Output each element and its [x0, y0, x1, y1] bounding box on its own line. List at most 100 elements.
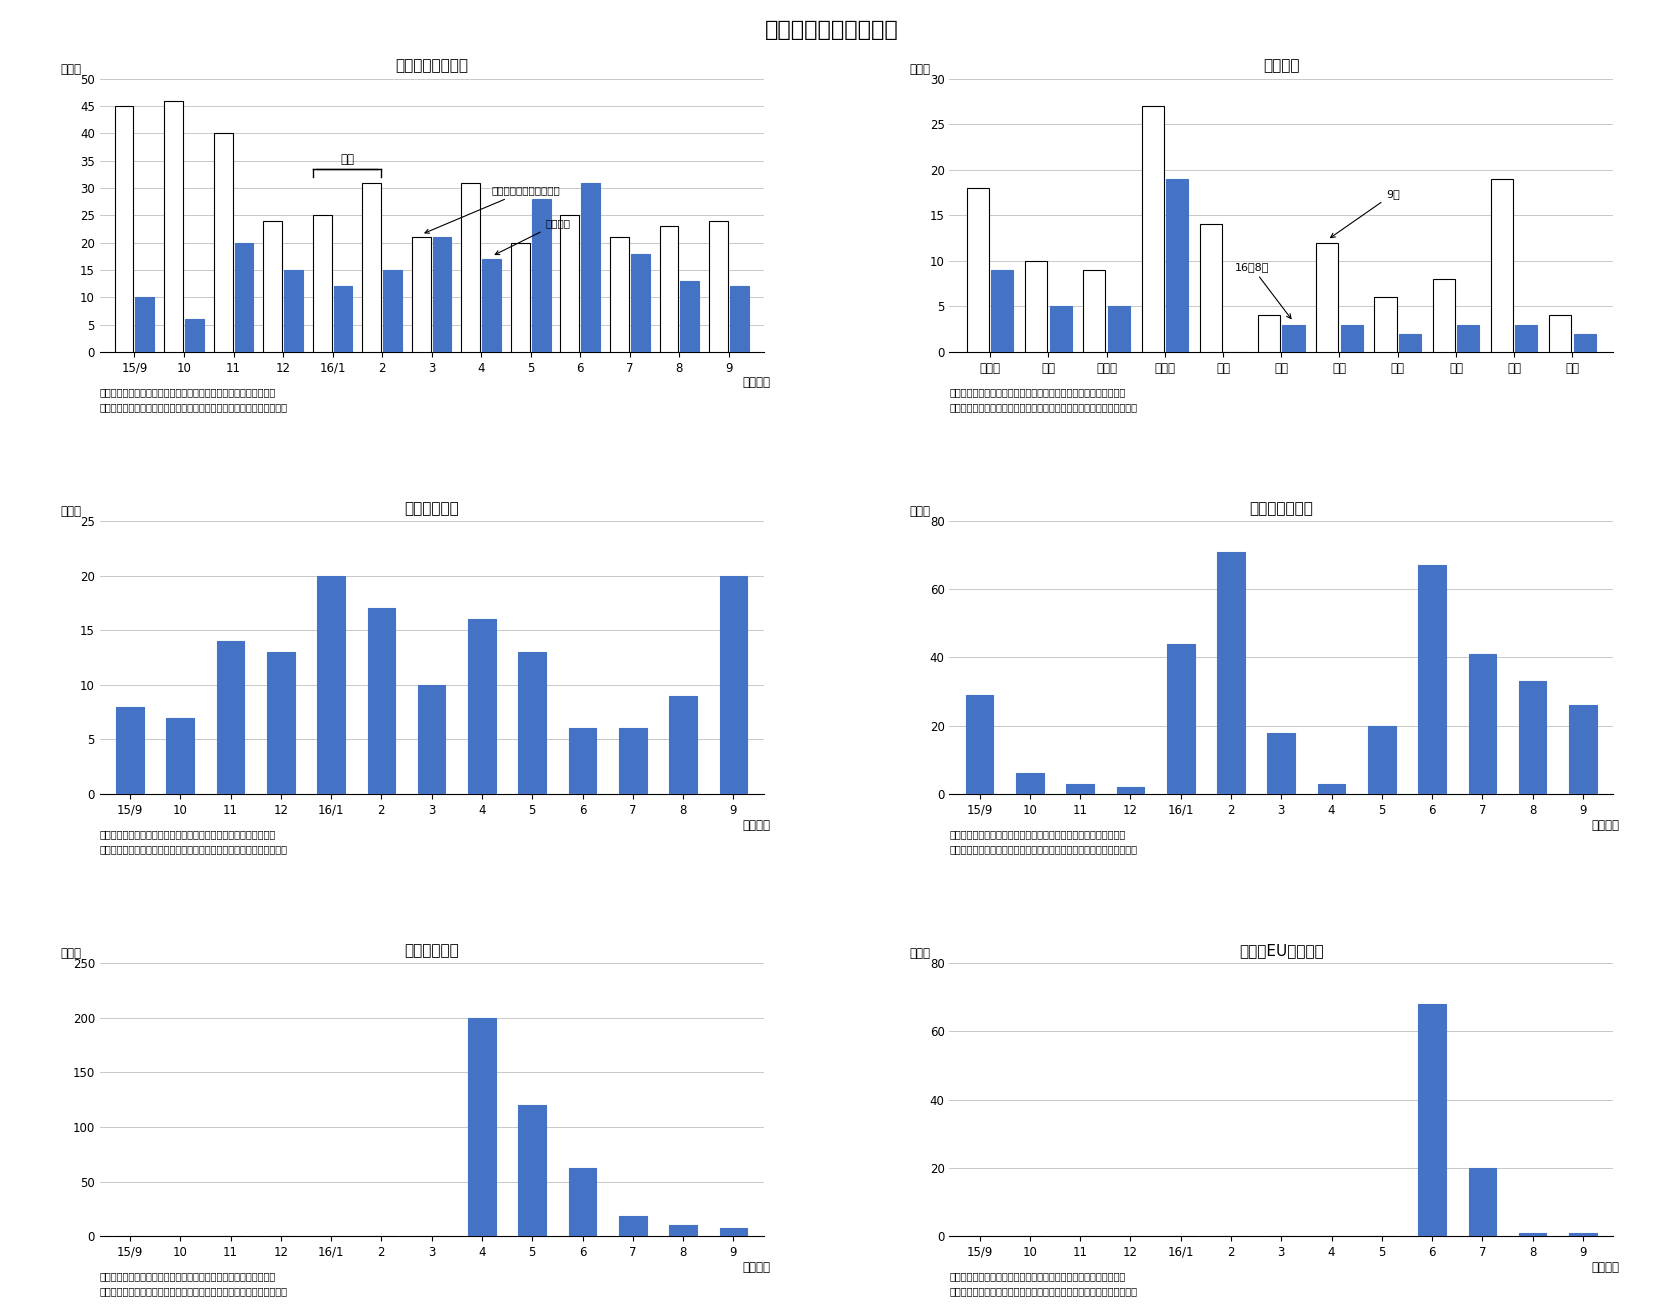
Bar — [1315, 243, 1339, 352]
Bar — [363, 183, 381, 352]
Bar — [966, 188, 989, 352]
Text: （月次）: （月次） — [1591, 818, 1620, 831]
Text: （資料）内閣府「景気ウォッチャー調査」よりニッセイ基礎研究所: （資料）内閣府「景気ウォッチャー調査」よりニッセイ基礎研究所 — [100, 388, 276, 397]
Bar — [680, 281, 698, 352]
Bar — [1399, 334, 1420, 352]
Text: （資料）内閣府「景気ウォッチャー調査」よりニッセイ基礎研究所: （資料）内閣府「景気ウォッチャー調査」よりニッセイ基礎研究所 — [950, 830, 1126, 839]
Bar — [1457, 325, 1478, 352]
Text: （注）「景気の現状に対する判断理由等」に掛載されているコメント数: （注）「景気の現状に対する判断理由等」に掛載されているコメント数 — [100, 844, 288, 855]
Bar — [313, 216, 331, 352]
Bar — [569, 1169, 597, 1236]
Bar — [1548, 316, 1572, 352]
Bar — [115, 107, 133, 352]
Bar — [1217, 552, 1246, 794]
Bar — [432, 237, 451, 352]
Bar — [519, 1105, 545, 1236]
Text: （資料）内閣府「景気ウォッチャー調査」よりニッセイ基礎研究所: （資料）内閣府「景気ウォッチャー調査」よりニッセイ基礎研究所 — [950, 388, 1126, 397]
Bar — [268, 652, 294, 794]
Text: 春節: 春節 — [339, 154, 354, 166]
Text: （月次）: （月次） — [742, 1261, 770, 1274]
Bar — [1573, 334, 1595, 352]
Bar — [417, 685, 446, 794]
Bar — [610, 237, 629, 352]
Bar — [1468, 1168, 1497, 1236]
Bar — [660, 226, 679, 352]
Bar — [284, 270, 303, 352]
Bar — [560, 216, 579, 352]
Bar — [165, 101, 183, 352]
Bar — [234, 243, 253, 352]
Bar — [1141, 107, 1164, 352]
Bar — [669, 1226, 697, 1236]
Bar — [1267, 732, 1295, 794]
Title: 物価下落関連: 物価下落関連 — [404, 501, 459, 515]
Text: （注）「景気の現状に対する判断理由等」に掛載されているコメント数: （注）「景気の現状に対する判断理由等」に掛載されているコメント数 — [950, 1286, 1137, 1297]
Bar — [1518, 1232, 1547, 1236]
Bar — [966, 696, 993, 794]
Bar — [708, 221, 728, 352]
Text: （資料）内閣府「景気ウォッチャー調査」よりニッセイ基礎研究所: （資料）内閣府「景気ウォッチャー調査」よりニッセイ基礎研究所 — [950, 1272, 1126, 1282]
Bar — [532, 199, 550, 352]
Bar — [482, 259, 501, 352]
Bar — [1490, 179, 1513, 352]
Text: （資料）内閣府「景気ウォッチャー調査」よりニッセイ基礎研究所: （資料）内閣府「景気ウォッチャー調査」よりニッセイ基礎研究所 — [100, 830, 276, 839]
Text: （注）「景気の現状に対する判断理由等」に掛載されているコメント数: （注）「景気の現状に対する判断理由等」に掛載されているコメント数 — [100, 1286, 288, 1297]
Bar — [166, 718, 195, 794]
Bar — [215, 134, 233, 352]
Bar — [630, 254, 650, 352]
Text: 悪化要因: 悪化要因 — [496, 218, 570, 255]
Bar — [461, 183, 481, 352]
Bar — [1167, 644, 1194, 794]
Bar — [1570, 705, 1596, 794]
Bar — [412, 237, 431, 352]
Bar — [185, 320, 205, 352]
Text: （件）: （件） — [910, 947, 931, 960]
Bar — [467, 619, 496, 794]
Bar — [1257, 316, 1281, 352]
Bar — [1049, 306, 1071, 352]
Text: （注）「景気の現状に対する判断理由等」に掛載されているコメント数: （注）「景気の現状に対する判断理由等」に掛載されているコメント数 — [950, 844, 1137, 855]
Bar — [1468, 654, 1497, 794]
Bar — [569, 729, 597, 794]
Text: （件）: （件） — [60, 63, 81, 76]
Bar — [318, 576, 344, 794]
Bar — [382, 270, 402, 352]
Bar — [511, 243, 530, 352]
Bar — [1116, 788, 1144, 794]
Title: 円高・株安関連: 円高・株安関連 — [1249, 501, 1314, 515]
Bar — [730, 287, 748, 352]
Bar — [1317, 784, 1345, 794]
Bar — [1374, 297, 1397, 352]
Bar — [1515, 325, 1537, 352]
Text: （月次）: （月次） — [742, 376, 770, 389]
Text: （件）: （件） — [910, 63, 931, 76]
Text: （資料）内閣府「景気ウォッチャー調査」よりニッセイ基礎研究所: （資料）内閣府「景気ウォッチャー調査」よりニッセイ基礎研究所 — [100, 1272, 276, 1282]
Bar — [1419, 1005, 1445, 1236]
Text: 9月: 9月 — [1330, 189, 1400, 238]
Bar — [1340, 325, 1362, 352]
Text: 16年8月: 16年8月 — [1234, 262, 1290, 318]
Bar — [619, 729, 647, 794]
Text: （件）: （件） — [60, 505, 81, 518]
Bar — [1570, 1232, 1596, 1236]
Bar — [216, 642, 244, 794]
Bar — [1108, 306, 1129, 352]
Text: 改善（不変を含む）要因: 改善（不変を含む）要因 — [426, 185, 560, 233]
Bar — [1016, 773, 1044, 794]
Bar — [720, 576, 747, 794]
Bar — [1419, 565, 1445, 794]
Text: （件）: （件） — [60, 947, 81, 960]
Bar — [1066, 784, 1094, 794]
Text: （注）「景気の現状に対する判断理由等」に掛載されているコメント数: （注）「景気の現状に対する判断理由等」に掛載されているコメント数 — [950, 402, 1137, 413]
Bar — [1083, 270, 1106, 352]
Bar — [368, 609, 396, 794]
Bar — [135, 297, 155, 352]
Bar — [720, 1228, 747, 1236]
Bar — [334, 287, 353, 352]
Title: インバウンド関連: インバウンド関連 — [396, 59, 469, 74]
Bar — [991, 270, 1013, 352]
Bar — [519, 652, 545, 794]
Title: 台風関連: 台風関連 — [1262, 59, 1299, 74]
Bar — [116, 706, 143, 794]
Bar — [669, 696, 697, 794]
